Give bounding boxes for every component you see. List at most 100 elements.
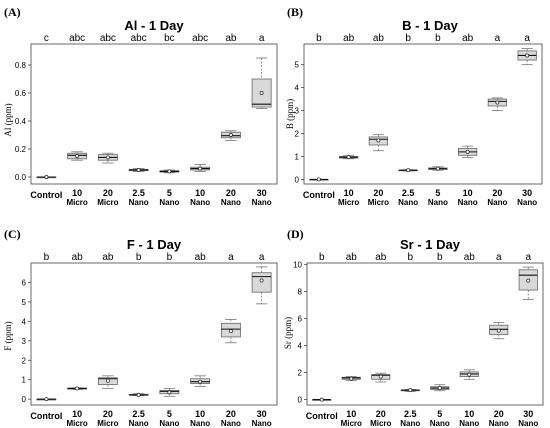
box-0 [36,397,57,402]
box-3 [400,388,420,393]
significance-letter: ab [343,33,355,44]
mean-marker [167,169,172,174]
y-tick-label: 8 [298,287,303,296]
significance-letter: abc [69,33,85,44]
y-tick-label: 0 [298,396,303,405]
significance-letters: b ab ab b b ab a a [316,33,530,44]
box-1 [341,376,361,382]
significance-letter: ab [72,252,84,263]
significance-letter: b [136,252,142,263]
x-tick-sublabel: Nano [129,419,149,428]
y-tick-label: 10 [293,260,302,269]
x-tick-label: 2.5 [402,188,415,198]
mean-marker [435,166,440,171]
mean-marker [228,133,233,137]
x-tick-label: 10 [464,409,474,419]
x-tick-sublabel: Micro [97,198,118,207]
y-tick-label: 2 [298,369,303,378]
mean-marker [406,168,411,173]
panel-f: (C) F - 1 Day F (ppm) 0 1 2 3 4 5 6 b ab ab b b ab a… [3,227,278,428]
x-tick-label: 5 [437,409,442,419]
x-tick-label: 10 [463,188,473,198]
x-tick-label: 5 [167,188,172,198]
significance-letter: b [319,252,325,263]
y-tick-label: 0 [295,175,300,184]
y-axis: 0.0 0.2 0.4 0.6 0.8 [15,61,31,182]
mean-marker [495,100,500,105]
panel-label: (A) [4,5,21,19]
box-4 [159,388,180,397]
y-tick-label: 4 [298,341,303,350]
x-tick-label: 20 [103,188,113,198]
x-axis: Control 10Micro20Micro2.5Nano5Nano10Nano2… [303,188,537,207]
mean-marker [496,328,501,333]
x-axis: Control 10Micro20Micro2.5Nano5Nano10Nano2… [30,409,271,428]
x-tick-label: 10 [344,188,354,198]
x-tick-label: 5 [435,188,440,198]
significance-letter: b [316,33,322,44]
y-axis: 0 1 2 3 4 5 [295,61,304,184]
box-2 [97,152,118,164]
significance-letter: a [525,252,531,263]
x-tick-sublabel: Micro [66,198,87,207]
panel-al: (A) Al - 1 Day Al (ppm) 0.00.20.40.60.8 … [3,5,278,207]
significance-letter: abc [192,33,208,44]
x-tick-sublabel: Nano [458,198,478,207]
mean-marker [198,166,203,171]
x-tick-label: 10 [72,409,82,419]
y-tick-label: 0.2 [15,145,27,154]
x-tick-label: Control [30,411,62,421]
significance-letter: a [496,252,502,263]
mean-marker [198,379,203,384]
panel-label: (D) [287,227,304,241]
y-axis-label: F (ppm) [3,321,13,350]
mean-marker [349,376,354,381]
x-tick-label: 20 [494,409,504,419]
x-tick-sublabel: Nano [459,419,479,428]
box-1 [67,386,88,391]
mean-marker [437,386,442,391]
box-series [36,57,272,179]
mean-marker [316,177,321,182]
x-tick-label: Control [30,190,62,200]
mean-marker [136,392,141,397]
box-7 [251,266,272,305]
mean-marker [465,149,470,154]
box-1 [339,154,359,160]
box-2 [371,372,391,383]
box-4 [430,384,450,392]
x-tick-sublabel: Nano [190,198,210,207]
y-tick-label: 4 [295,84,300,93]
box-5 [458,145,478,159]
x-tick-sublabel: Nano [221,419,241,428]
x-tick-label: 30 [257,188,267,198]
mean-marker [105,155,110,160]
x-tick-sublabel: Micro [66,419,87,428]
x-tick-sublabel: Nano [428,198,448,207]
mean-marker [136,168,141,172]
box-0 [309,177,329,182]
significance-letter: ab [102,252,114,263]
x-tick-label: 2.5 [404,409,417,419]
y-tick-label: 5 [295,61,300,70]
panel-label: (C) [4,227,21,241]
y-tick-label: 0.8 [15,61,27,70]
x-tick-sublabel: Nano [221,198,241,207]
significance-letters: c abc abc abc bc abc ab a [44,33,265,44]
x-tick-sublabel: Nano [159,198,179,207]
mean-marker [44,175,49,179]
panel-b: (B) B - 1 Day B (ppm) 0 1 2 3 4 5 b ab ab b b ab a a… [285,5,543,207]
significance-letters: b ab ab b b ab a a [44,252,265,263]
box-5 [190,375,211,387]
y-tick-label: 0 [22,395,27,404]
chart-title: B - 1 Day [402,18,458,33]
box-2 [368,134,388,152]
x-tick-sublabel: Nano [489,419,509,428]
box-7 [518,266,538,300]
significance-letter: ab [195,252,207,263]
mean-marker [75,386,80,391]
significance-letter: abc [131,33,147,44]
mean-marker [228,329,233,334]
box-series [312,266,538,402]
significance-letter: ab [346,252,358,263]
